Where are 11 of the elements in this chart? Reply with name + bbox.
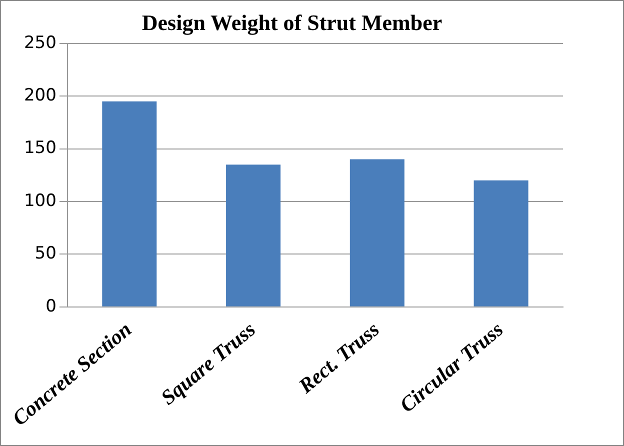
- y-tick-label: 150: [24, 138, 56, 158]
- y-tick-label: 200: [24, 86, 56, 106]
- chart-title: Design Weight of Strut Member: [142, 10, 442, 35]
- bar: [102, 101, 157, 306]
- bar: [474, 180, 528, 306]
- y-tick-label: 0: [46, 296, 56, 316]
- y-tick-label: 50: [34, 244, 56, 264]
- y-tick-label: 100: [24, 190, 56, 211]
- y-tick-label: 250: [24, 32, 56, 53]
- bar: [350, 159, 404, 306]
- bar: [226, 164, 281, 306]
